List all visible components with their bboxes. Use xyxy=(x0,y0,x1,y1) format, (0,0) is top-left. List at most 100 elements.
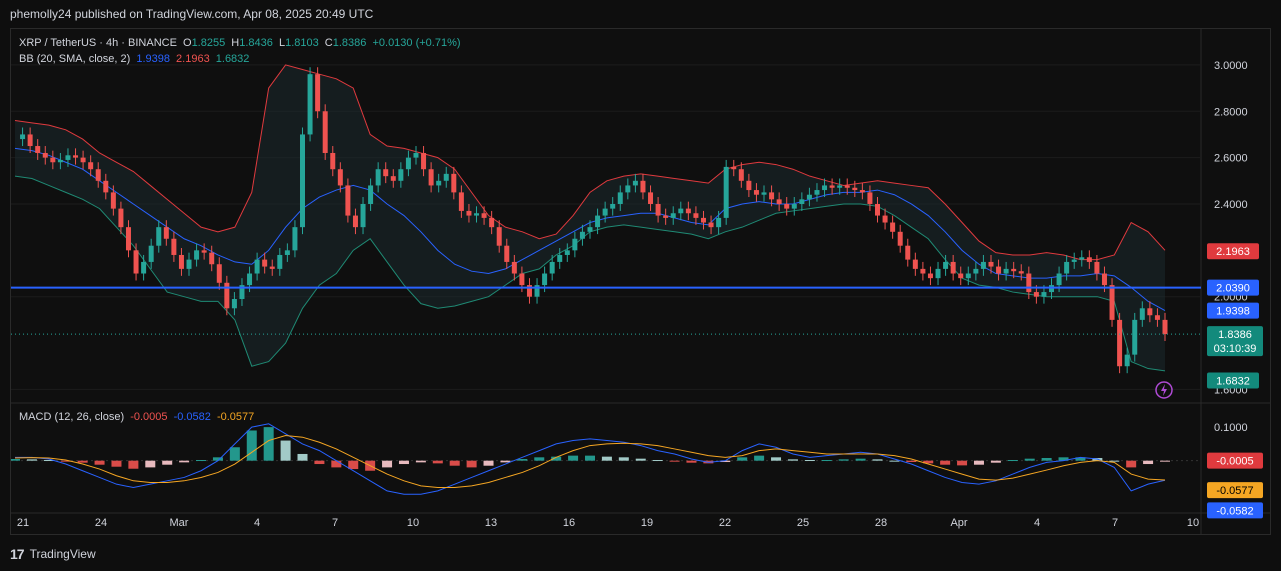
candle-body xyxy=(731,166,737,170)
bb-upper-value: 2.1963 xyxy=(176,53,210,65)
candle-body xyxy=(148,245,154,262)
macd-histogram-bar xyxy=(1126,460,1137,468)
macd-histogram-bar xyxy=(77,460,88,463)
macd-histogram-bar xyxy=(314,460,325,465)
candle-body xyxy=(882,215,888,223)
candle-body xyxy=(806,194,812,200)
macd-histogram-bar xyxy=(804,460,815,462)
change-value: +0.0130 (+0.71%) xyxy=(372,37,461,49)
time-tick-label: Mar xyxy=(170,517,189,529)
chart-frame[interactable]: 3.0000 2.8000 2.6000 2.4000 2.0000 1.6000 21 24… xyxy=(10,28,1271,535)
candle-body xyxy=(1139,308,1145,320)
macd-histogram-bar xyxy=(449,460,460,466)
candle-body xyxy=(1086,257,1092,262)
candle-body xyxy=(738,169,744,181)
candle-body xyxy=(723,166,729,218)
macd-tick-label: 0.1000 xyxy=(1214,422,1248,434)
macd-histogram-bar xyxy=(466,460,477,468)
macd-histogram-bar xyxy=(635,458,646,461)
macd-histogram-bar xyxy=(601,456,612,461)
candle-body xyxy=(784,203,790,209)
time-tick-label: 25 xyxy=(797,517,809,529)
candle-body xyxy=(1041,292,1047,297)
candle-body xyxy=(663,215,669,218)
macd-histogram-bar xyxy=(382,460,393,468)
lightning-icon xyxy=(1155,381,1173,399)
macd-histogram-bar xyxy=(60,460,71,462)
macd-histogram-bar xyxy=(720,460,731,463)
candle-body xyxy=(1154,315,1160,320)
macd-histogram-bar xyxy=(838,459,849,461)
candle-body xyxy=(814,190,820,195)
candle-body xyxy=(1064,261,1070,274)
time-tick-label: 4 xyxy=(254,517,260,529)
macd-histogram-bar xyxy=(872,459,883,461)
candle-body xyxy=(330,152,336,170)
close-value: 1.8386 xyxy=(332,37,367,49)
candle-body xyxy=(156,227,162,246)
candle-body xyxy=(201,250,207,253)
close-label: C xyxy=(324,37,333,49)
time-tick-label: 24 xyxy=(95,517,107,529)
candle-body xyxy=(95,169,101,181)
candle-body xyxy=(1026,273,1032,293)
macd-histogram-bar xyxy=(229,447,240,461)
macd-histogram-bar xyxy=(889,460,900,462)
candle-body xyxy=(50,157,56,163)
candle-body xyxy=(451,173,457,193)
candle-body xyxy=(118,208,124,228)
candle-body xyxy=(247,273,253,286)
candle-body xyxy=(549,261,555,274)
candle-body xyxy=(761,192,767,195)
candle-body xyxy=(1162,319,1168,335)
time-tick-label: 13 xyxy=(485,517,497,529)
candle-body xyxy=(1011,268,1017,272)
macd-histogram-bar xyxy=(1058,457,1069,461)
candle-body xyxy=(912,259,918,269)
macd-histogram-bar xyxy=(297,453,308,461)
candle-body xyxy=(572,238,578,251)
candle-body xyxy=(73,155,79,158)
candle-body xyxy=(564,250,570,255)
candle-body xyxy=(1094,261,1100,274)
candle-body xyxy=(436,180,442,186)
macd-histogram-bar xyxy=(263,427,274,461)
time-tick-label: 28 xyxy=(875,517,887,529)
candle-body xyxy=(534,285,540,297)
bb-label: BB (20, SMA, close, 2) xyxy=(19,53,131,65)
bb-upper-price-label: 2.1963 xyxy=(1216,246,1250,258)
candle-body xyxy=(20,134,26,140)
price-tick-label: 3.0000 xyxy=(1214,60,1248,72)
candle-body xyxy=(125,227,131,251)
brand-name: TradingView xyxy=(29,547,96,561)
time-tick-label: 16 xyxy=(563,517,575,529)
candle-body xyxy=(1124,354,1130,367)
price-tick-label: 2.4000 xyxy=(1214,199,1248,211)
candle-body xyxy=(307,74,313,135)
candle-body xyxy=(920,268,926,274)
candle-body xyxy=(844,185,850,188)
candle-body xyxy=(322,111,328,153)
macd-label: MACD (12, 26, close) xyxy=(19,411,125,423)
hline-price-label: 2.0390 xyxy=(1216,283,1250,295)
time-tick-label: 19 xyxy=(641,517,653,529)
candle-body xyxy=(973,268,979,274)
candle-body xyxy=(103,180,109,193)
candle-body xyxy=(716,217,722,228)
low-label: L xyxy=(278,37,286,49)
candle-body xyxy=(511,261,517,274)
tradingview-logo-icon: 17 xyxy=(10,546,25,562)
macd-histogram-bar xyxy=(1143,460,1154,465)
candle-body xyxy=(42,152,48,158)
open-label: O xyxy=(183,37,192,49)
candle-body xyxy=(829,185,835,188)
open-value: 1.8255 xyxy=(191,37,226,49)
candle-body xyxy=(542,273,548,286)
candle-body xyxy=(65,155,71,160)
candle-body xyxy=(943,261,949,269)
macd-histogram-bar xyxy=(196,460,207,462)
candle-body xyxy=(526,285,532,297)
macd-histogram-bar xyxy=(331,460,342,468)
candle-body xyxy=(88,162,94,170)
